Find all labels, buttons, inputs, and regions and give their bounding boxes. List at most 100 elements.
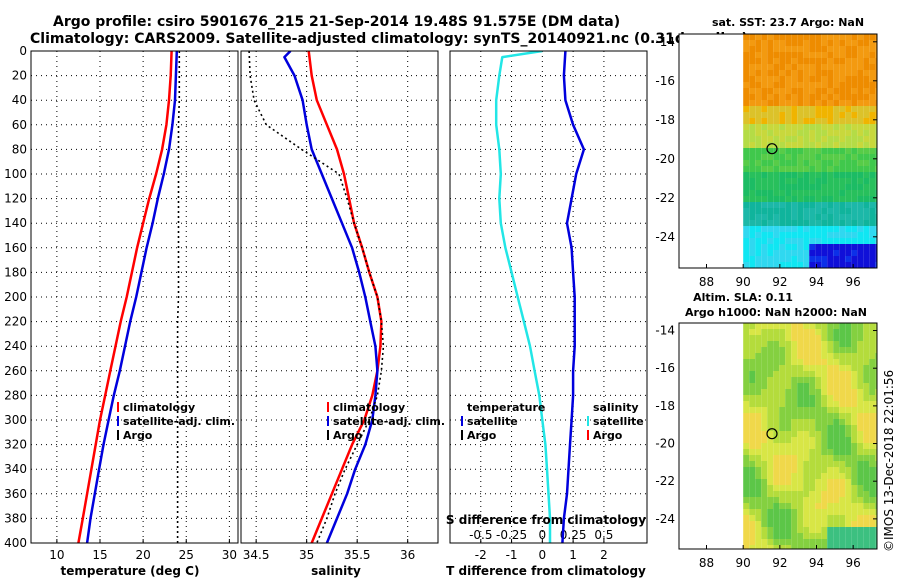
map-cell — [845, 335, 852, 341]
map-cell — [779, 58, 786, 64]
map-cell — [863, 166, 870, 172]
map-cell — [863, 419, 870, 425]
map-cell — [809, 250, 816, 256]
altim-longitude-ticks: 88 90 92 94 96 — [699, 545, 861, 570]
map-cell — [845, 545, 852, 549]
map-cell — [803, 148, 810, 154]
map-cell — [833, 190, 840, 196]
depth-tick-label: 120 — [4, 192, 27, 206]
map-cell — [839, 539, 846, 545]
map-cell — [779, 485, 786, 491]
map-cell — [767, 353, 774, 359]
map-cell — [863, 244, 870, 250]
depth-tick-label: 240 — [4, 339, 27, 353]
map-cell — [827, 88, 834, 94]
map-cell — [791, 341, 798, 347]
map-cell — [821, 503, 828, 509]
map-cell — [869, 178, 876, 184]
map-cell — [779, 52, 786, 58]
map-cell — [809, 515, 816, 521]
map-cell — [845, 443, 852, 449]
map-cell — [857, 419, 864, 425]
map-cell — [761, 262, 768, 268]
map-cell — [767, 214, 774, 220]
map-cell — [779, 431, 786, 437]
map-cell — [863, 118, 870, 124]
map-cell — [815, 118, 822, 124]
map-cell — [833, 118, 840, 124]
map-cell — [821, 527, 828, 533]
map-cell — [761, 202, 768, 208]
map-cell — [839, 491, 846, 497]
map-cell — [821, 401, 828, 407]
map-cell — [767, 479, 774, 485]
map-cell — [767, 100, 774, 106]
map-cell — [749, 64, 756, 70]
map-cell — [767, 46, 774, 52]
map-cell — [791, 527, 798, 533]
map-cell — [821, 323, 828, 329]
map-cell — [839, 527, 846, 533]
map-cell — [755, 208, 762, 214]
map-cell — [821, 208, 828, 214]
map-cell — [839, 196, 846, 202]
map-cell — [809, 485, 816, 491]
map-cell — [869, 190, 876, 196]
map-cell — [833, 485, 840, 491]
map-cell — [851, 413, 858, 419]
map-cell — [749, 401, 756, 407]
map-cell — [779, 142, 786, 148]
map-cell — [857, 172, 864, 178]
map-cell — [761, 190, 768, 196]
map-cell — [743, 106, 750, 112]
map-cell — [743, 88, 750, 94]
map-cell — [773, 353, 780, 359]
map-cell — [845, 58, 852, 64]
map-cell — [839, 419, 846, 425]
map-cell — [821, 395, 828, 401]
map-cell — [875, 220, 877, 226]
map-cell — [833, 329, 840, 335]
map-cell — [815, 425, 822, 431]
temperature-grid — [31, 50, 238, 544]
map-cell — [833, 46, 840, 52]
map-cell — [749, 455, 756, 461]
map-cell — [743, 479, 750, 485]
map-cell — [785, 88, 792, 94]
map-cell — [755, 479, 762, 485]
map-cell — [821, 34, 828, 40]
map-cell — [743, 202, 750, 208]
map-cell — [773, 527, 780, 533]
map-cell — [773, 443, 780, 449]
map-cell — [791, 232, 798, 238]
map-cell — [791, 250, 798, 256]
map-cell — [803, 130, 810, 136]
map-cell — [845, 256, 852, 262]
map-cell — [773, 431, 780, 437]
map-cell — [827, 34, 834, 40]
map-cell — [875, 521, 877, 527]
map-cell — [815, 347, 822, 353]
map-cell — [875, 401, 877, 407]
map-cell — [779, 521, 786, 527]
map-cell — [785, 142, 792, 148]
map-cell — [809, 214, 816, 220]
map-cell — [857, 40, 864, 46]
map-cell — [821, 383, 828, 389]
map-cell — [785, 238, 792, 244]
map-cell — [863, 220, 870, 226]
map-cell — [743, 347, 750, 353]
map-cell — [815, 40, 822, 46]
map-cell — [851, 323, 858, 329]
map-cell — [773, 220, 780, 226]
map-cell — [755, 509, 762, 515]
map-cell — [863, 329, 870, 335]
map-cell — [743, 455, 750, 461]
map-cell — [755, 407, 762, 413]
map-cell — [869, 515, 876, 521]
map-cell — [779, 166, 786, 172]
map-cell — [809, 154, 816, 160]
map-cell — [875, 527, 877, 533]
map-cell — [749, 172, 756, 178]
map-cell — [779, 214, 786, 220]
